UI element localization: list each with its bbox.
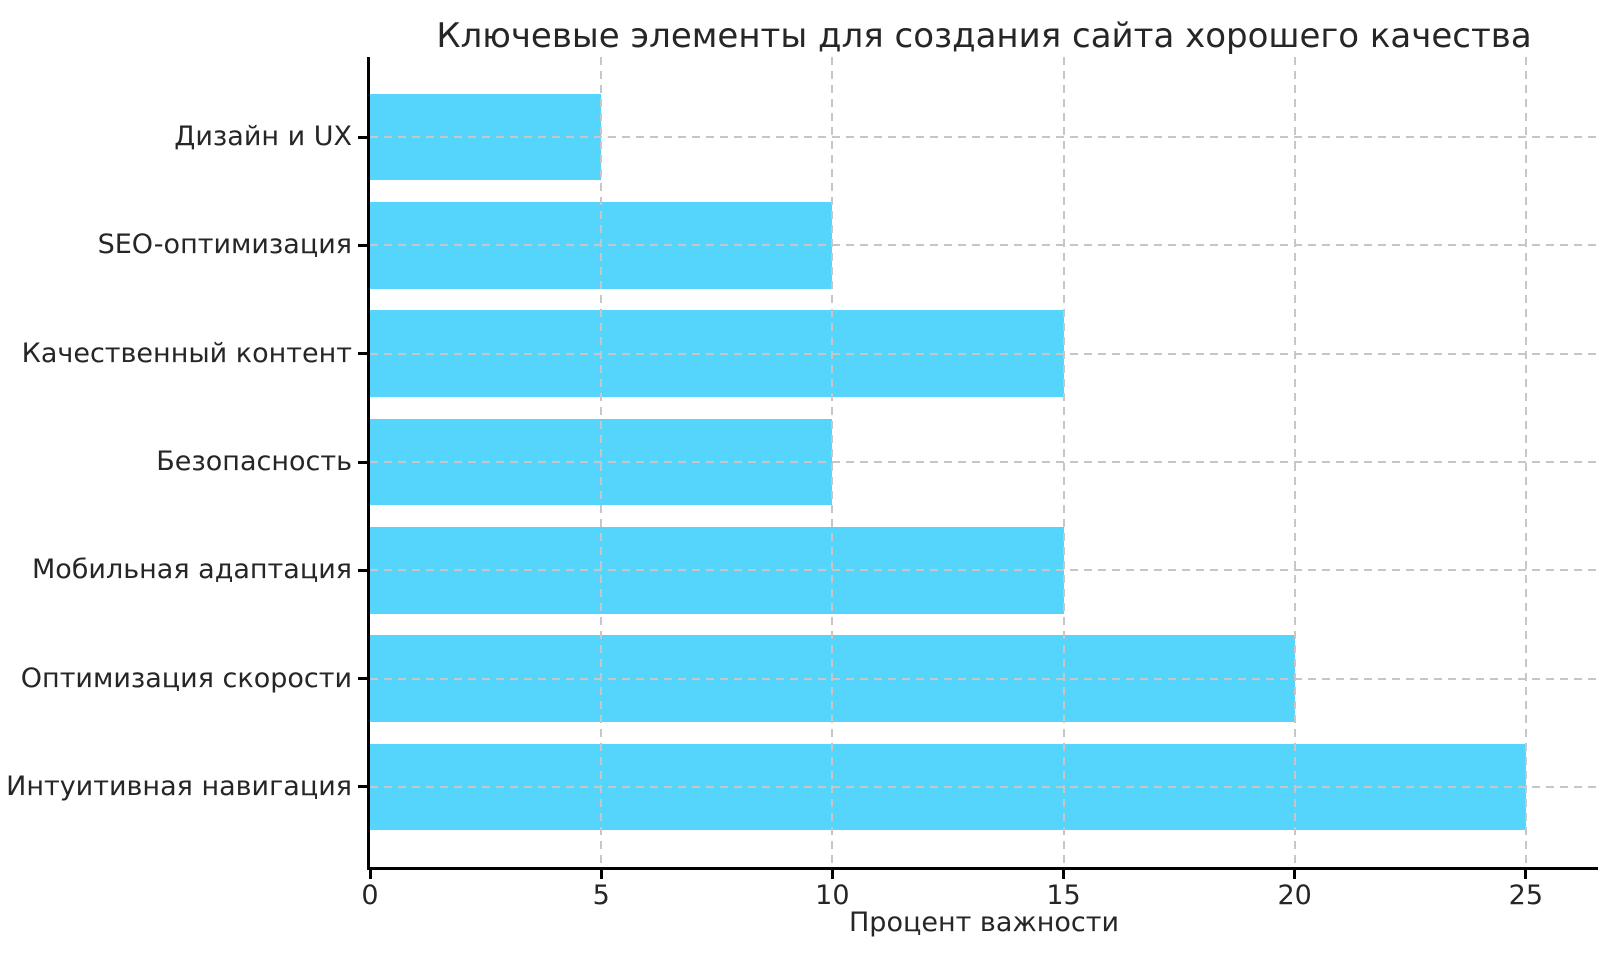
x-tick-mark [1524, 870, 1528, 879]
y-tick-label: Мобильная адаптация [31, 554, 352, 586]
gridline-horizontal [370, 244, 1598, 247]
y-tick-mark [358, 352, 367, 356]
gridline-horizontal [370, 352, 1598, 355]
gridline-horizontal [370, 136, 1598, 139]
y-tick-mark [358, 243, 367, 247]
chart-title: Ключевые элементы для создания сайта хор… [436, 16, 1532, 56]
gridline-horizontal [370, 677, 1598, 680]
x-axis-label: Процент важности [849, 907, 1119, 938]
x-tick-mark [599, 870, 603, 879]
plot-area [367, 57, 1598, 870]
x-tick-label: 0 [361, 880, 379, 911]
y-tick-mark [358, 135, 367, 139]
x-tick-mark [830, 870, 834, 879]
x-tick-mark [1062, 870, 1066, 879]
y-tick-mark [358, 677, 367, 681]
y-tick-mark [358, 568, 367, 572]
y-tick-label: Интуитивная навигация [6, 770, 352, 802]
y-tick-mark [358, 785, 367, 789]
y-tick-label: Безопасность [156, 446, 352, 477]
x-tick-label: 10 [815, 880, 850, 911]
y-tick-label: SEO-оптимизация [97, 229, 352, 261]
y-tick-label: Оптимизация скорости [20, 662, 352, 694]
x-tick-label: 25 [1508, 880, 1544, 911]
x-tick-mark [1293, 870, 1297, 879]
x-tick-mark [368, 870, 372, 879]
y-tick-label: Качественный контент [21, 337, 352, 369]
y-tick-label: Дизайн и UX [174, 121, 352, 153]
y-tick-mark [358, 460, 367, 464]
gridline-horizontal [370, 461, 1598, 463]
gridline-horizontal [370, 785, 1598, 788]
x-tick-label: 5 [592, 880, 610, 911]
x-tick-label: 15 [1046, 880, 1081, 911]
x-tick-label: 20 [1277, 880, 1312, 911]
gridline-horizontal [370, 569, 1598, 572]
